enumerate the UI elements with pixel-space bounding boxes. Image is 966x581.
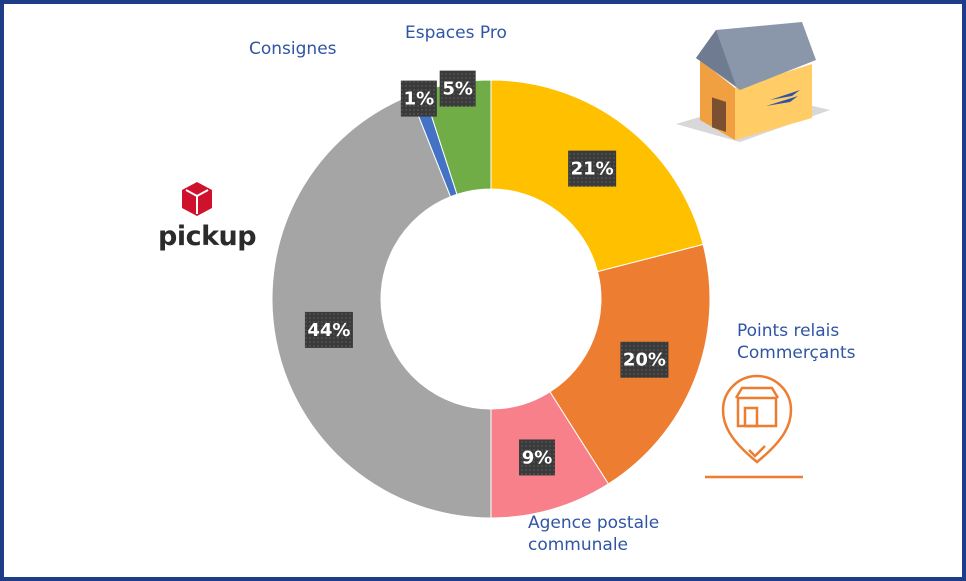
value-label: 44%: [307, 320, 350, 341]
category-label: Agence postale communale: [528, 513, 660, 555]
category-label: Points relais Commerçants: [737, 321, 856, 363]
value-label: 5%: [442, 79, 473, 100]
value-label-box: [304, 311, 353, 348]
pickup-icon: [182, 182, 212, 216]
category-label: Consignes: [249, 39, 337, 59]
value-label: 20%: [623, 350, 666, 371]
value-label: 9%: [522, 447, 553, 468]
store-icon: [705, 374, 803, 479]
value-label: 1%: [404, 89, 435, 110]
value-label-box: [568, 150, 617, 187]
value-label: 21%: [571, 159, 614, 180]
value-label-box: [439, 70, 476, 107]
value-label-box: [519, 439, 556, 476]
value-label-box: [620, 341, 669, 378]
category-label: Espaces Pro: [405, 23, 507, 43]
pickup-logo-text: pickup: [158, 221, 257, 252]
post-office-icon: [676, 22, 830, 142]
value-label-box: [400, 80, 437, 117]
donut-segment: [271, 94, 492, 519]
